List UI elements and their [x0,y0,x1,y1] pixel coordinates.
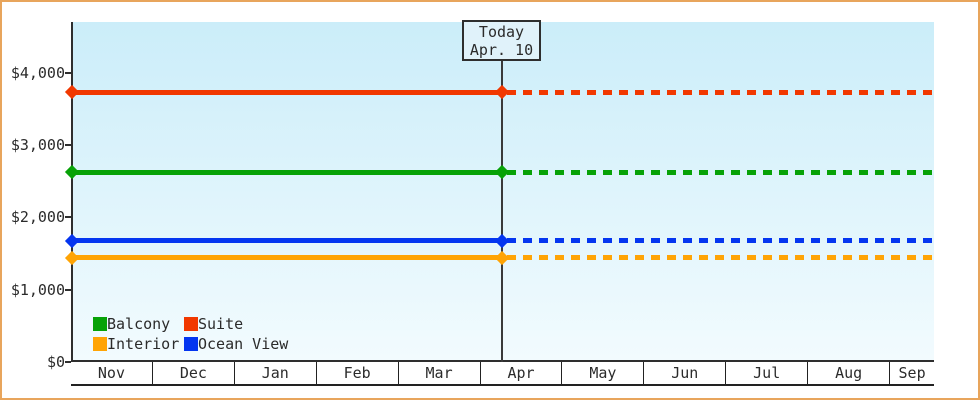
x-axis-month-row: Nov Dec Jan Feb Mar Apr May Jun Jul Aug Sep [71,362,934,386]
x-axis-cell-aug: Aug [808,362,891,384]
price-line-balcony-solid [72,169,504,175]
x-axis-cell-jul: Jul [726,362,809,384]
y-axis-tick-mark [65,143,72,146]
x-axis-cell-mar: Mar [399,362,481,384]
price-line-suite-projected [507,89,934,95]
legend-item-ocean-view: Ocean View [184,334,288,354]
x-axis-cell-feb: Feb [317,362,399,384]
x-axis-cell-nov: Nov [71,362,153,384]
price-line-interior-projected [507,255,934,261]
y-axis-tick-mark [65,361,72,363]
legend-label: Interior [107,335,180,353]
x-axis-cell-sep: Sep [898,364,926,382]
x-axis-cell-apr: Apr [481,362,563,384]
y-axis-tick-label: $0 [46,353,65,371]
legend-swatch-balcony [93,317,107,331]
legend-swatch-interior [93,337,107,351]
legend-item-suite: Suite [184,314,288,334]
y-axis-tick-label: $4,000 [10,63,65,82]
today-flag: Today Apr. 10 [462,20,541,61]
legend-label: Suite [198,315,244,333]
today-vertical-line [501,58,503,362]
y-axis-tick-mark [65,288,72,291]
today-flag-title: Today [478,23,525,41]
legend: Balcony Suite Interior Ocean View [93,314,288,354]
y-axis-tick-mark [65,71,72,74]
price-line-ocean-view-projected [507,238,934,244]
x-axis-cell-dec: Dec [153,362,235,384]
price-line-suite-solid [72,89,504,95]
y-axis-tick-label: $3,000 [10,135,65,154]
y-axis-tick-label: $1,000 [10,280,65,299]
price-line-balcony-projected [507,169,934,175]
y-axis-tick-mark [65,216,72,219]
legend-swatch-ocean-view [184,337,198,351]
legend-item-balcony: Balcony [93,314,184,334]
legend-item-interior: Interior [93,334,184,354]
today-flag-date: Apr. 10 [469,41,534,59]
price-line-interior-solid [72,255,504,261]
price-line-ocean-view-solid [72,238,504,244]
y-axis-tick-label: $2,000 [10,208,65,227]
legend-label: Balcony [107,315,171,333]
x-axis-cell-jun: Jun [644,362,727,384]
x-axis-cell-may: May [562,362,645,384]
legend-label: Ocean View [198,335,289,353]
legend-swatch-suite [184,317,198,331]
x-axis-cell-jan: Jan [235,362,317,384]
